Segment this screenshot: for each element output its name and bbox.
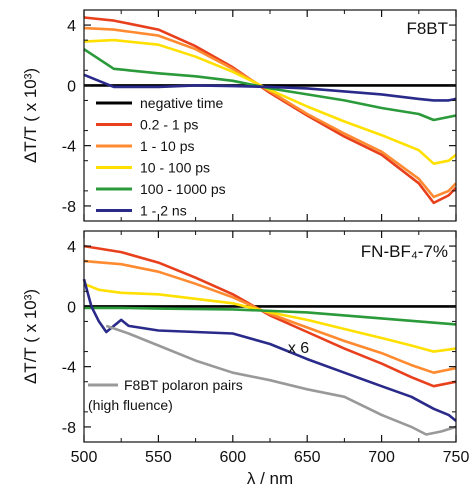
legend-label: 100 - 1000 ps <box>140 181 226 197</box>
series-line-100-1000-ps <box>83 48 457 122</box>
series-line-f8bt-polaron-pairs-high-fluence <box>105 324 457 436</box>
series-line-0-2-1-ps <box>83 244 457 388</box>
x-tick-label: 550 <box>145 449 172 466</box>
y-tick-label: 4 <box>67 239 76 256</box>
panel-f8bt: 4 0 -4 -8 ΔT/T ( x 10³) F8BT negative time 0.2 … <box>21 9 457 222</box>
y-tick-label: 4 <box>67 18 76 35</box>
legend-label: 1 - 10 ps <box>140 138 194 154</box>
legend-item-1-2-ns: 1 - 2 ns <box>96 203 187 219</box>
legend-item-negative-time: negative time <box>96 95 223 111</box>
x-tick-label: 700 <box>368 449 395 466</box>
x-tick-label: 750 <box>443 449 470 466</box>
legend-label: 0.2 - 1 ps <box>140 117 198 133</box>
legend-label: 1 - 2 ns <box>140 203 187 219</box>
y-tick-label: 0 <box>67 299 76 316</box>
y-axis-label: ΔT/T ( x 10³) <box>21 68 40 163</box>
series-line-1-2-ns <box>82 278 457 422</box>
y-axis-label: ΔT/T ( x 10³) <box>21 289 40 384</box>
y-tick-label: -4 <box>62 139 76 156</box>
legend-item-1-10-ps: 1 - 10 ps <box>96 138 194 154</box>
series-line-0-2-1-ps <box>83 16 457 205</box>
series-line-10-100-ps <box>83 282 457 353</box>
y-tick-label: -8 <box>62 199 76 216</box>
legend-label: negative time <box>140 95 223 111</box>
series-line-1-10-ps <box>83 259 457 375</box>
legend: negative time 0.2 - 1 ps 1 - 10 ps 10 - 100… <box>96 95 226 219</box>
legend-item-10-100-ps: 10 - 100 ps <box>96 160 210 176</box>
series-line-1-2-ns <box>83 73 457 102</box>
panel-fn-bf4: 4 0 -4 -8 500 550 600 650 700 750 ΔT/T ( x 10³) FN-… <box>21 230 470 488</box>
legend-item-0-2-1-ps: 0.2 - 1 ps <box>96 117 198 133</box>
x-tick-label: 500 <box>71 449 98 466</box>
series-line-100-1000-ps <box>84 306 457 326</box>
x-tick-label: 600 <box>219 449 246 466</box>
panel-label: FN-BF₄-7% <box>361 242 448 261</box>
legend-label: 10 - 100 ps <box>140 160 210 176</box>
annotation-x6: x 6 <box>288 340 309 357</box>
series-line-10-100-ps <box>83 38 457 165</box>
panel-label: F8BT <box>406 19 448 38</box>
y-tick-label: -4 <box>62 360 76 377</box>
x-axis-label: λ / nm <box>247 469 293 488</box>
y-tick-label: 0 <box>67 78 76 95</box>
legend-label: F8BT polaron pairs <box>124 377 243 393</box>
y-tick-label: -8 <box>62 420 76 437</box>
series-line-1-10-ps <box>83 26 457 199</box>
legend-label-sub: (high fluence) <box>88 397 173 413</box>
legend-item-polaron-pairs: F8BT polaron pairs (high fluence) <box>88 377 243 413</box>
x-tick-label: 650 <box>294 449 321 466</box>
legend-item-100-1000-ps: 100 - 1000 ps <box>96 181 226 197</box>
